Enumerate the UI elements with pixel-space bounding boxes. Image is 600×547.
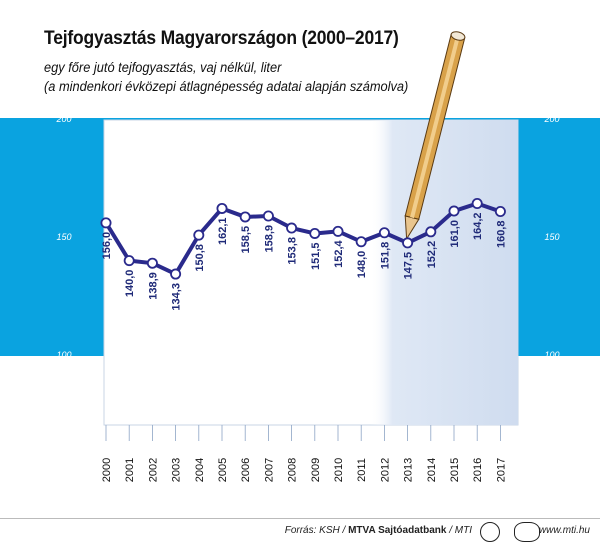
data-point [286,222,298,234]
data-point [494,206,506,218]
y-tick-label-left-2: 100 [56,350,71,360]
data-label: 158,5 [240,226,252,254]
data-point [239,211,251,223]
data-label: 153,8 [287,237,299,265]
data-label: 151,8 [379,242,391,270]
data-label: 147,5 [403,252,415,280]
source-prefix: Forrás: KSH / [284,525,349,536]
data-point [402,237,414,249]
x-tick-label: 2005 [217,458,229,482]
chart-subtitle: egy főre jutó tejfogyasztás, vaj nélkül,… [44,60,282,75]
data-label: 161,0 [449,220,461,248]
mtva-logo [480,522,500,542]
x-tick-label: 2004 [194,458,206,482]
data-label: 162,1 [217,217,229,245]
footer-divider [0,518,600,519]
pencil-illustration [404,31,466,241]
x-tick-label: 2007 [263,458,275,482]
data-point [123,255,135,267]
data-label: 150,8 [194,244,206,272]
data-label: 156,0 [101,232,113,260]
x-tick-label: 2009 [310,458,322,482]
data-label: 160,8 [495,221,507,249]
y-tick-label-right-2: 100 [544,350,559,360]
data-point [193,229,205,241]
data-point [216,202,228,214]
x-tick-label: 2016 [472,458,484,482]
data-point [378,227,390,239]
data-point [332,225,344,237]
source-credit: Forrás: KSH / MTVA Sajtóadatbank / MTI [285,525,472,536]
data-label: 134,3 [171,283,183,311]
data-label: 148,0 [356,251,368,279]
x-tick-label: 2012 [379,458,391,482]
x-tick-label: 2008 [287,458,299,482]
x-tick-label: 2011 [356,458,368,482]
data-point [146,257,158,269]
x-tick-label: 2003 [171,458,183,482]
data-label: 158,9 [263,225,275,253]
source-bold: MTVA Sajtóadatbank [348,525,447,536]
mti-logo [514,522,540,542]
x-tick-label: 2006 [240,458,252,482]
x-tick-label: 2015 [449,458,461,482]
data-label: 138,9 [147,272,159,300]
data-point [100,217,112,229]
y-tick-label-left-0: 200 [55,114,71,124]
y-tick-label-right-0: 200 [543,114,559,124]
data-label: 152,2 [426,241,438,269]
site-url: www.mti.hu [538,525,590,536]
x-tick-label: 2000 [101,458,113,482]
chart-title: Tejfogyasztás Magyarországon (2000–2017) [44,28,399,49]
y-tick-label-right-1: 150 [544,232,559,242]
x-tick-label: 2017 [495,458,507,482]
data-point [355,236,367,248]
source-suffix: / MTI [446,525,472,536]
y-tick-label-left-1: 150 [56,232,71,242]
data-point [309,227,321,239]
x-tick-label: 2014 [426,458,438,482]
data-label: 152,4 [333,239,345,267]
data-label: 151,5 [310,242,322,270]
line-chart: 200 200 150 150 100 100 156,0 140,0 138,9 134,3 1… [55,31,560,482]
data-point [170,268,182,280]
highlight-area [370,120,518,425]
x-tick-label: 2010 [333,458,345,482]
data-point [448,205,460,217]
data-label: 164,2 [472,212,484,240]
chart-subtitle-note: (a mindenkori évközepi átlagnépesség ada… [44,79,409,94]
x-tick-label: 2013 [403,458,415,482]
data-point [471,197,483,209]
x-tick-label: 2001 [124,458,136,482]
data-point [262,210,274,222]
data-label: 140,0 [124,270,136,298]
x-tick-label: 2002 [147,458,159,482]
data-point [425,226,437,238]
